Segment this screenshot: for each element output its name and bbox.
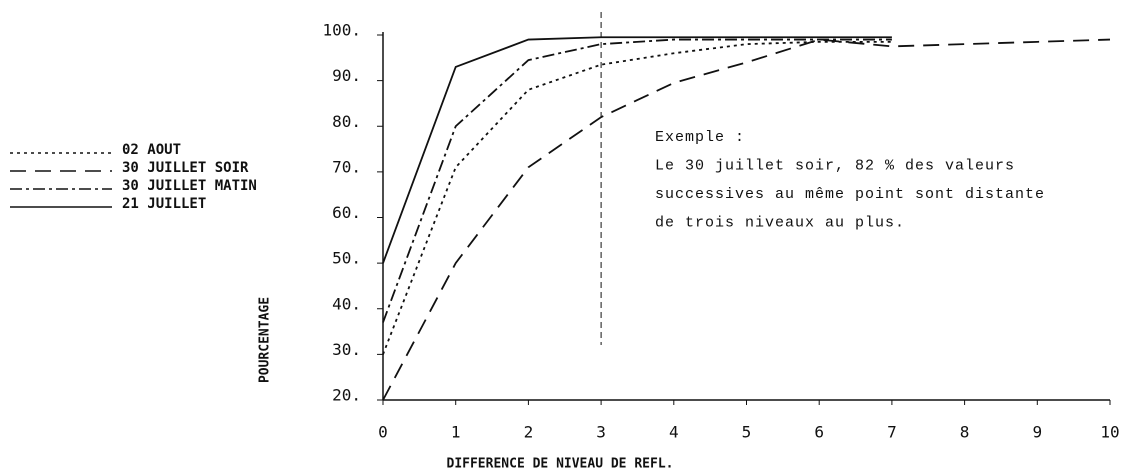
annotation-line: successives au même point sont distante	[655, 186, 1045, 203]
x-tick-label: 2	[524, 423, 534, 442]
x-tick-label: 4	[669, 423, 679, 442]
annotation-line: de trois niveaux au plus.	[655, 214, 905, 231]
series-line	[382, 38, 1111, 401]
x-tick-label: 10	[1100, 423, 1119, 442]
y-tick-label: 70.	[332, 157, 361, 176]
y-tick-label: 60.	[332, 203, 361, 222]
x-axis-label: DIFFERENCE DE NIVEAU DE REFL.	[447, 457, 674, 472]
y-axis-label: POURCENTAGE	[258, 297, 273, 383]
legend-label: 30 JUILLET SOIR	[122, 160, 249, 176]
y-tick-label: 90.	[332, 66, 361, 85]
legend-label: 30 JUILLET MATIN	[122, 178, 257, 194]
x-tick-label: 1	[451, 423, 461, 442]
series-line	[382, 38, 892, 323]
x-tick-label: 6	[814, 423, 824, 442]
y-tick-label: 40.	[332, 294, 361, 313]
legend-label: 21 JUILLET	[122, 196, 206, 212]
legend-label: 02 AOUT	[122, 142, 181, 158]
x-tick-label: 9	[1032, 423, 1042, 442]
y-tick-label: 30.	[332, 340, 361, 359]
x-tick-label: 0	[378, 423, 388, 442]
annotation-line: Le 30 juillet soir, 82 % des valeurs	[655, 157, 1015, 174]
x-tick-label: 3	[596, 423, 606, 442]
x-tick-label: 5	[742, 423, 752, 442]
y-tick-label: 100.	[322, 21, 361, 40]
x-tick-label: 8	[960, 423, 970, 442]
series-line	[382, 36, 892, 264]
series-line	[382, 40, 892, 355]
y-tick-label: 20.	[332, 386, 361, 405]
x-tick-label: 7	[887, 423, 897, 442]
y-tick-label: 80.	[332, 112, 361, 131]
annotation-line: Exemple :	[655, 129, 745, 146]
y-tick-label: 50.	[332, 249, 361, 268]
